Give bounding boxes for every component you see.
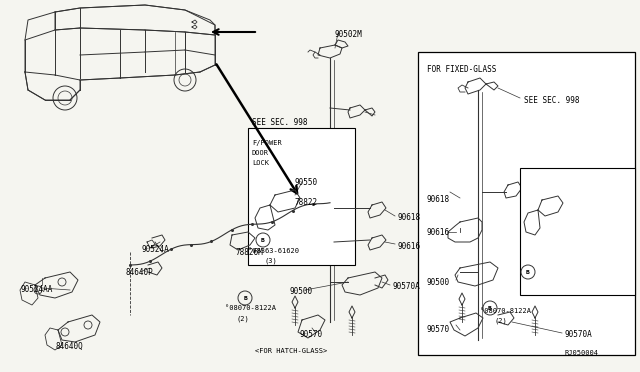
Text: 90570: 90570 (300, 330, 323, 339)
Text: 90524AA: 90524AA (20, 285, 52, 294)
Text: 90500: 90500 (427, 278, 450, 287)
Text: 90618: 90618 (398, 213, 421, 222)
Text: 90618: 90618 (427, 195, 450, 204)
Text: LOCK: LOCK (528, 200, 545, 206)
Text: 90616: 90616 (427, 228, 450, 237)
Bar (520, 168, 635, 295)
Text: LOCK: LOCK (252, 160, 269, 166)
Text: DOOR: DOOR (528, 190, 545, 196)
Text: (3): (3) (555, 268, 568, 275)
Text: SEE SEC. 998: SEE SEC. 998 (524, 96, 579, 105)
Text: F/POWER: F/POWER (528, 180, 557, 186)
Text: 90502M: 90502M (335, 30, 363, 39)
Text: °08363-61620: °08363-61620 (540, 258, 591, 264)
Text: B: B (526, 269, 530, 275)
Text: 78822: 78822 (295, 198, 318, 207)
Text: 90550: 90550 (295, 178, 318, 187)
Text: 84640P: 84640P (125, 268, 153, 277)
Text: 90500: 90500 (290, 287, 313, 296)
Text: FOR FIXED-GLASS: FOR FIXED-GLASS (427, 65, 497, 74)
Text: 90616: 90616 (398, 242, 421, 251)
Text: B: B (488, 305, 492, 311)
Text: B: B (261, 237, 265, 243)
Text: (2): (2) (237, 315, 250, 321)
Text: RJ050004: RJ050004 (565, 350, 599, 356)
Text: 90570: 90570 (427, 325, 450, 334)
Text: 90524A: 90524A (142, 245, 170, 254)
Text: 90550: 90550 (580, 215, 603, 224)
Text: B: B (243, 295, 247, 301)
Text: F/POWER: F/POWER (252, 140, 282, 146)
Bar (418, 52, 635, 355)
Text: 90570A: 90570A (393, 282, 420, 291)
Text: (3): (3) (265, 258, 278, 264)
Text: 84640Q: 84640Q (55, 342, 83, 351)
Text: 90570A: 90570A (565, 330, 593, 339)
Text: 78826M: 78826M (235, 248, 263, 257)
Text: °08070-8122A: °08070-8122A (225, 305, 276, 311)
Text: °08363-61620: °08363-61620 (248, 248, 299, 254)
Bar (248, 128, 355, 265)
Text: (2): (2) (495, 318, 508, 324)
Text: °08070-8122A: °08070-8122A (480, 308, 531, 314)
Text: <FOR HATCH-GLASS>: <FOR HATCH-GLASS> (255, 348, 327, 354)
Text: SEE SEC. 998: SEE SEC. 998 (252, 118, 307, 127)
Text: DOOR: DOOR (252, 150, 269, 156)
